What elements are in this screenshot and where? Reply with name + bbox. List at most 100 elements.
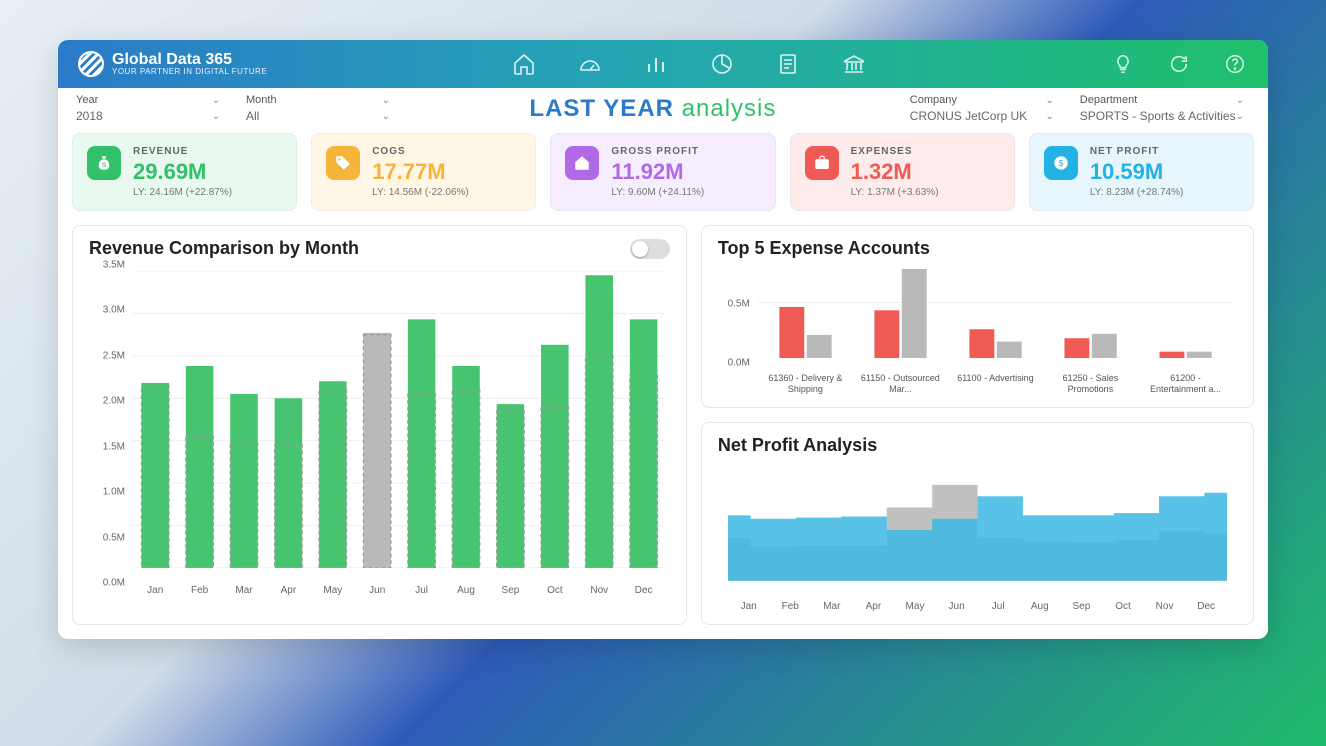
bulb-icon[interactable] <box>1110 51 1136 77</box>
filter-row: Year⌄ 2018⌄ Month⌄ All⌄ LAST YEAR analys… <box>58 88 1268 133</box>
kpi-subtext: LY: 1.37M (+3.63%) <box>851 187 939 198</box>
department-dropdown[interactable]: Department ⌄ <box>1080 94 1250 106</box>
title-b: analysis <box>682 95 777 122</box>
chevron-down-icon: ⌄ <box>1236 95 1244 106</box>
x-tick-label: Feb <box>769 601 811 612</box>
gauge-icon[interactable] <box>577 51 603 77</box>
revenue-xaxis: JanFebMarAprMayJunJulAugSepOctNovDec <box>133 585 666 605</box>
y-tick-label: 2.5M <box>103 350 125 361</box>
expense-plot <box>758 269 1233 358</box>
tag-icon <box>326 146 360 180</box>
revenue-panel-header: Revenue Comparison by Month <box>89 238 670 259</box>
kpi-value: 29.69M <box>133 159 232 185</box>
kpi-label: GROSS PROFIT <box>611 146 704 157</box>
kpi-body: NET PROFIT10.59MLY: 8.23M (+28.74%) <box>1090 146 1183 198</box>
nav-center-icons <box>267 51 1110 77</box>
revenue-panel: Revenue Comparison by Month 0.0M0.5M1.0M… <box>72 225 687 625</box>
coin-icon: $ <box>1044 146 1078 180</box>
chevron-down-icon: ⌄ <box>212 95 220 106</box>
kpi-label: EXPENSES <box>851 146 939 157</box>
kpi-subtext: LY: 8.23M (+28.74%) <box>1090 187 1183 198</box>
chevron-down-icon: ⌄ <box>1045 95 1053 106</box>
year-label: Year <box>76 94 98 106</box>
company-value: CRONUS JetCorp UK <box>910 109 1027 123</box>
x-tick-label: Jul <box>399 585 443 605</box>
x-tick-label: Nov <box>1144 601 1186 612</box>
filter-company: Company ⌄ CRONUS JetCorp UK⌄ <box>910 94 1060 123</box>
kpi-row: $REVENUE29.69MLY: 24.16M (+22.87%)COGS17… <box>58 133 1268 225</box>
kpi-subtext: LY: 24.16M (+22.87%) <box>133 187 232 198</box>
x-tick-label: Aug <box>444 585 488 605</box>
top-navbar: Global Data 365 YOUR PARTNER IN DIGITAL … <box>58 40 1268 88</box>
x-tick-label: Apr <box>853 601 895 612</box>
x-tick-label: 61250 - Sales Promotions <box>1043 373 1138 395</box>
x-tick-label: Jan <box>133 585 177 605</box>
department-value-dropdown[interactable]: SPORTS - Sports & Activities⌄ <box>1080 109 1250 123</box>
x-tick-label: Feb <box>177 585 221 605</box>
kpi-card-revenue: $ REVENUE 29.69M LY: 24.16M (+22.87%) <box>72 133 297 211</box>
chevron-down-icon: ⌄ <box>212 111 220 122</box>
x-tick-label: Nov <box>577 585 621 605</box>
department-label: Department <box>1080 94 1137 106</box>
refresh-icon[interactable] <box>1166 51 1192 77</box>
brand-logo: Global Data 365 YOUR PARTNER IN DIGITAL … <box>78 51 267 77</box>
kpi-label: COGS <box>372 146 469 157</box>
expense-yaxis: 0.0M0.5M <box>718 269 754 363</box>
pie-chart-icon[interactable] <box>709 51 735 77</box>
help-icon[interactable] <box>1222 51 1248 77</box>
revenue-chart: 0.0M0.5M1.0M1.5M2.0M2.5M3.0M3.5M JanFebM… <box>89 265 670 605</box>
y-tick-label: 0.5M <box>728 299 750 310</box>
x-tick-label: Oct <box>533 585 577 605</box>
revenue-plot <box>133 271 666 568</box>
right-column: Top 5 Expense Accounts 0.0M0.5M 61360 - … <box>701 225 1254 625</box>
kpi-body: REVENUE 29.69M LY: 24.16M (+22.87%) <box>133 146 232 198</box>
x-tick-label: Jul <box>977 601 1019 612</box>
x-tick-label: Jan <box>728 601 770 612</box>
home-icon[interactable] <box>511 51 537 77</box>
dashboard-app: Global Data 365 YOUR PARTNER IN DIGITAL … <box>58 40 1268 639</box>
money-bag-icon: $ <box>87 146 121 180</box>
kpi-value: 11.92M <box>611 159 704 185</box>
y-tick-label: 1.0M <box>103 487 125 498</box>
netprofit-title: Net Profit Analysis <box>718 435 1237 456</box>
x-tick-label: Sep <box>488 585 532 605</box>
year-value: 2018 <box>76 109 103 123</box>
chevron-down-icon: ⌄ <box>382 111 390 122</box>
x-tick-label: Dec <box>1185 601 1227 612</box>
month-label: Month <box>246 94 277 106</box>
month-value-dropdown[interactable]: All⌄ <box>246 109 396 123</box>
comparison-toggle[interactable] <box>630 239 670 259</box>
document-icon[interactable] <box>775 51 801 77</box>
bank-icon[interactable] <box>841 51 867 77</box>
svg-text:$: $ <box>1059 159 1064 168</box>
x-tick-label: Oct <box>1102 601 1144 612</box>
kpi-card-net-profit: $ NET PROFIT10.59MLY: 8.23M (+28.74%) <box>1029 133 1254 211</box>
company-value-dropdown[interactable]: CRONUS JetCorp UK⌄ <box>910 109 1060 123</box>
company-dropdown[interactable]: Company ⌄ <box>910 94 1060 106</box>
department-value: SPORTS - Sports & Activities <box>1080 109 1236 123</box>
company-label: Company <box>910 94 957 106</box>
y-tick-label: 0.0M <box>103 578 125 589</box>
page-title: LAST YEAR analysis <box>416 95 890 123</box>
bar-chart-icon[interactable] <box>643 51 669 77</box>
x-tick-label: 61150 - Outsourced Mar... <box>853 373 948 395</box>
x-tick-label: Jun <box>936 601 978 612</box>
panels-row: Revenue Comparison by Month 0.0M0.5M1.0M… <box>58 225 1268 639</box>
month-dropdown[interactable]: Month⌄ <box>246 94 396 106</box>
year-value-dropdown[interactable]: 2018 ⌄ <box>76 109 226 123</box>
x-tick-label: Aug <box>1019 601 1061 612</box>
x-tick-label: Jun <box>355 585 399 605</box>
kpi-label: REVENUE <box>133 146 232 157</box>
y-tick-label: 1.5M <box>103 441 125 452</box>
x-tick-label: Mar <box>222 585 266 605</box>
x-tick-label: May <box>311 585 355 605</box>
kpi-card-expenses: EXPENSES1.32MLY: 1.37M (+3.63%) <box>790 133 1015 211</box>
logo-mark-icon <box>78 51 104 77</box>
expense-title: Top 5 Expense Accounts <box>718 238 1237 259</box>
svg-text:$: $ <box>102 162 106 169</box>
brand-name: Global Data 365 <box>112 52 267 68</box>
netprofit-chart: JanFebMarAprMayJunJulAugSepOctNovDec <box>718 462 1237 612</box>
revenue-yaxis: 0.0M0.5M1.0M1.5M2.0M2.5M3.0M3.5M <box>89 265 129 583</box>
year-dropdown[interactable]: Year ⌄ <box>76 94 226 106</box>
kpi-subtext: LY: 14.56M (-22.06%) <box>372 187 469 198</box>
